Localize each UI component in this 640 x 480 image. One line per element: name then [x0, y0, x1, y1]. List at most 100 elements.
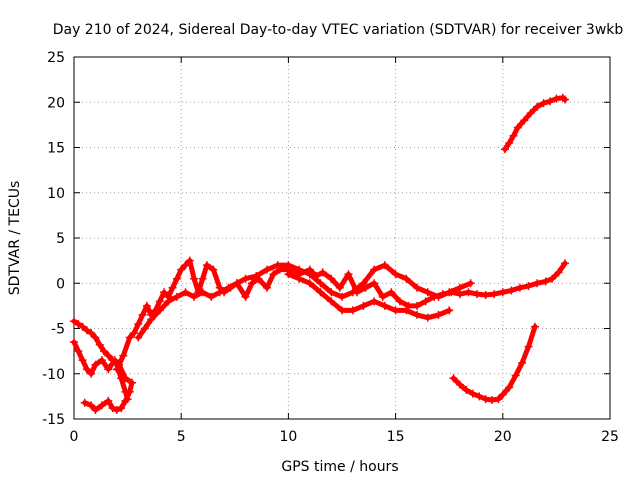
y-tick-label: 25 — [47, 50, 65, 66]
data-point — [172, 292, 181, 301]
data-point — [104, 351, 113, 360]
series-track-e — [134, 261, 475, 342]
series-track-c — [80, 378, 136, 414]
data-point — [498, 288, 507, 297]
data-point — [112, 405, 121, 414]
data-point — [513, 123, 522, 132]
data-point — [500, 145, 509, 154]
data-point — [87, 329, 96, 338]
data-point — [316, 288, 325, 297]
data-point — [91, 360, 100, 369]
data-point — [423, 288, 432, 297]
data-point — [74, 347, 83, 356]
data-point — [545, 97, 554, 106]
data-point — [316, 279, 325, 288]
data-point — [247, 279, 256, 288]
series-track-d — [112, 256, 569, 374]
data-point — [518, 358, 527, 367]
x-axis-title: GPS time / hours — [281, 459, 398, 475]
data-point — [121, 374, 130, 383]
data-point — [97, 401, 106, 410]
data-point — [380, 301, 389, 310]
data-point — [327, 288, 336, 297]
data-point — [177, 265, 186, 274]
data-point — [70, 338, 78, 347]
data-point — [481, 291, 490, 300]
data-point — [395, 297, 404, 306]
y-tick-label: -10 — [42, 367, 65, 383]
data-point — [119, 351, 128, 360]
y-tick-label: -15 — [42, 412, 65, 428]
data-point — [87, 401, 96, 410]
data-point — [524, 342, 533, 351]
data-point — [160, 288, 169, 297]
y-tick-label: -5 — [51, 322, 65, 338]
data-point — [524, 281, 533, 290]
data-point — [80, 398, 89, 407]
data-point — [91, 405, 100, 414]
data-point — [125, 387, 134, 396]
data-point — [455, 380, 464, 389]
data-point — [87, 369, 96, 378]
y-tick-label: 5 — [56, 231, 65, 247]
data-point — [142, 301, 151, 310]
data-point — [202, 261, 211, 270]
data-point — [560, 259, 569, 268]
data-point — [70, 317, 78, 326]
data-point — [548, 274, 557, 283]
data-point — [125, 333, 134, 342]
data-point — [370, 297, 379, 306]
data-point — [181, 288, 190, 297]
data-point — [434, 292, 443, 301]
data-point — [215, 288, 224, 297]
data-point — [338, 306, 346, 315]
data-point — [475, 392, 484, 401]
data-point — [78, 322, 87, 331]
y-tick-label: 0 — [56, 276, 65, 292]
data-point — [190, 292, 199, 301]
data-point — [348, 288, 357, 297]
axis-ticks: 0 5 10 15 20 25 -15 -10 -5 0 5 10 15 20 25 — [42, 50, 619, 445]
x-tick-label: 5 — [177, 429, 186, 445]
data-point — [481, 395, 490, 404]
data-point — [468, 389, 477, 398]
data-point — [318, 268, 327, 277]
data-point — [273, 261, 282, 270]
data-point — [402, 306, 411, 315]
data-point — [262, 265, 271, 274]
data-point — [380, 261, 389, 270]
data-point — [241, 292, 250, 301]
data-point — [361, 283, 370, 292]
data-point — [269, 270, 278, 279]
y-tick-label: 15 — [47, 141, 65, 157]
data-point — [108, 404, 117, 413]
data-point — [421, 297, 430, 306]
data-point — [97, 356, 106, 365]
x-tick-label: 10 — [279, 429, 297, 445]
data-point — [462, 386, 471, 395]
data-point — [198, 274, 207, 283]
data-point — [198, 288, 207, 297]
data-point — [82, 365, 91, 374]
data-point — [530, 322, 539, 331]
data-point — [327, 297, 336, 306]
data-point — [117, 404, 126, 413]
data-point — [110, 356, 119, 365]
data-point — [509, 131, 518, 140]
data-point — [344, 270, 353, 279]
data-point — [284, 261, 293, 270]
data-point — [541, 277, 550, 286]
series-track-h — [500, 93, 569, 154]
series-line — [502, 95, 568, 152]
data-point — [155, 297, 164, 306]
data-point — [305, 270, 314, 279]
data-series — [70, 93, 569, 414]
data-point — [404, 301, 413, 310]
data-point — [498, 390, 507, 399]
data-point — [526, 109, 535, 118]
data-point — [232, 279, 241, 288]
data-point — [455, 283, 464, 292]
data-point — [190, 274, 199, 283]
data-point — [147, 315, 156, 324]
data-point — [130, 329, 139, 338]
